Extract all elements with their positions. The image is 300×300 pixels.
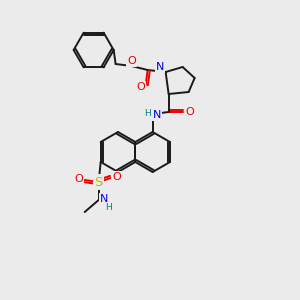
Text: O: O [112, 172, 121, 182]
Text: O: O [74, 174, 83, 184]
Text: O: O [127, 56, 136, 66]
Text: N: N [152, 110, 161, 120]
Text: S: S [94, 176, 103, 188]
Text: O: O [136, 82, 145, 92]
Text: H: H [144, 109, 151, 118]
Text: N: N [155, 62, 164, 72]
Text: H: H [105, 202, 112, 211]
Text: O: O [185, 107, 194, 117]
Text: N: N [100, 194, 108, 204]
